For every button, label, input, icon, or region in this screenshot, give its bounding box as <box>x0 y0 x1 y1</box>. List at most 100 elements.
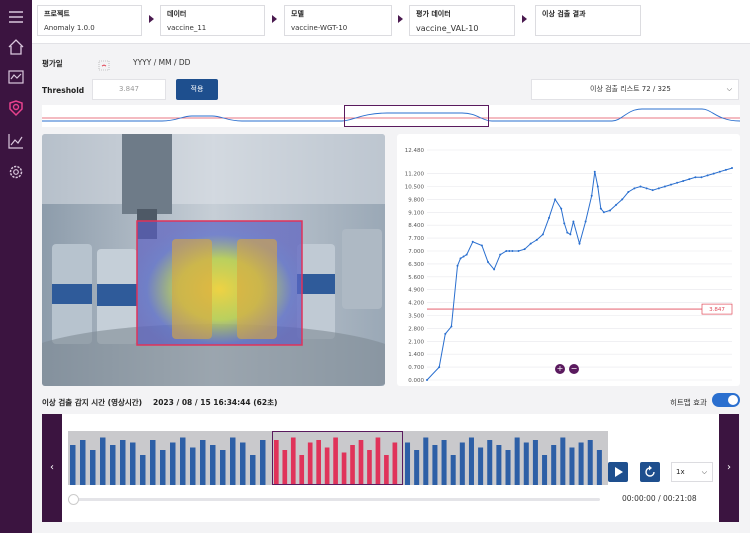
play-button[interactable] <box>608 462 628 482</box>
y-tick-label: 9.800 <box>408 197 424 203</box>
overview-selection[interactable] <box>344 105 489 127</box>
next-button[interactable]: › <box>719 414 739 522</box>
timeline-selection[interactable] <box>272 431 403 485</box>
timeline-bar[interactable] <box>392 442 398 486</box>
replay-button[interactable] <box>640 462 660 482</box>
timeline-bar[interactable] <box>459 442 465 486</box>
anomaly-list-select[interactable]: 이상 검출 리스트 72 / 325 ⌵ <box>531 79 739 100</box>
timeline-bar[interactable] <box>316 440 321 485</box>
timeline-bar[interactable] <box>160 450 166 485</box>
settings-icon[interactable] <box>7 163 25 181</box>
timeline-bar[interactable] <box>551 445 557 485</box>
breadcrumb-data[interactable]: 데이터 vaccine_11 <box>160 5 265 36</box>
timeline-bar[interactable] <box>150 440 156 485</box>
timeline-bar[interactable] <box>375 437 381 486</box>
timeline-bar[interactable] <box>282 450 288 485</box>
timeline-bars[interactable] <box>68 431 608 485</box>
timeline-bar[interactable] <box>478 447 484 486</box>
timeline-bar[interactable] <box>414 450 420 485</box>
home-icon[interactable] <box>7 38 25 56</box>
menu-icon[interactable] <box>7 8 25 26</box>
data-point <box>444 332 447 335</box>
timeline-bar[interactable] <box>560 437 566 486</box>
timeline-bar[interactable] <box>578 442 584 486</box>
timeline-bar[interactable] <box>358 440 364 485</box>
timeline-bar[interactable] <box>569 447 575 486</box>
timeline-bar[interactable] <box>200 440 206 485</box>
seek-bar[interactable] <box>70 498 600 501</box>
data-point <box>596 185 599 188</box>
timeline-bar[interactable] <box>514 437 520 486</box>
timeline-bar[interactable] <box>341 452 347 486</box>
zoom-in-icon[interactable]: + <box>555 364 565 374</box>
anomaly-detection-icon[interactable] <box>7 99 25 117</box>
threshold-input[interactable]: 3.847 <box>92 79 166 100</box>
chevron-right-icon <box>272 15 277 23</box>
prev-button[interactable]: ‹ <box>42 414 62 522</box>
data-point <box>651 189 654 192</box>
timeline-bar[interactable] <box>274 440 279 485</box>
data-point <box>657 187 660 190</box>
timeline-bar[interactable] <box>505 450 511 485</box>
timeline-bar[interactable] <box>190 447 196 486</box>
breadcrumb-project[interactable]: 프로젝트 Anomaly 1.0.0 <box>37 5 142 36</box>
breadcrumb-result[interactable]: 이상 검출 결과 <box>535 5 641 36</box>
timeline-bar[interactable] <box>450 455 456 485</box>
timeline-bar[interactable] <box>523 442 529 486</box>
timeline-bar[interactable] <box>90 450 96 485</box>
timeline-bar[interactable] <box>333 437 338 486</box>
speed-select[interactable]: 1x ⌵ <box>671 462 713 482</box>
transform-icon[interactable] <box>7 68 25 86</box>
data-point <box>694 176 697 179</box>
data-point <box>499 253 502 256</box>
zoom-out-icon[interactable]: − <box>569 364 579 374</box>
timeline-bar[interactable] <box>250 455 256 485</box>
analytics-icon[interactable] <box>7 132 25 150</box>
timeline-bar[interactable] <box>299 455 305 485</box>
timeline-bar[interactable] <box>324 447 330 486</box>
timeline-bar[interactable] <box>468 437 474 486</box>
timeline-bar[interactable] <box>532 440 538 485</box>
timeline-bar[interactable] <box>441 440 447 485</box>
timeline-bar[interactable] <box>170 442 176 486</box>
timeline-bar[interactable] <box>220 450 226 485</box>
seek-handle[interactable] <box>68 494 79 505</box>
timeline-bar[interactable] <box>100 437 106 486</box>
date-input[interactable]: YYYY / MM / DD <box>133 58 191 67</box>
timeline-bar[interactable] <box>587 440 593 485</box>
timeline-bar[interactable] <box>120 440 126 485</box>
timeline-bar[interactable] <box>596 450 602 485</box>
timeline-bar[interactable] <box>405 442 411 486</box>
timeline-bar[interactable] <box>110 445 116 485</box>
timeline-bar[interactable] <box>542 455 548 485</box>
timeline-bar[interactable] <box>260 440 266 485</box>
timeline-bar[interactable] <box>210 445 216 485</box>
calendar-icon[interactable] <box>98 56 110 71</box>
timeline-bar[interactable] <box>487 440 493 485</box>
timeline-bar[interactable] <box>230 437 236 486</box>
timeline-bar[interactable] <box>307 442 313 486</box>
data-point <box>438 366 441 369</box>
timeline-bar[interactable] <box>80 440 86 485</box>
timeline-bar[interactable] <box>423 437 429 486</box>
y-tick-label: 6.300 <box>408 262 424 268</box>
timeline-bar[interactable] <box>384 455 389 485</box>
y-tick-label: 0.000 <box>408 378 424 384</box>
breadcrumb-eval-data[interactable]: 평가 데이터 vaccine_VAL-10 <box>409 5 515 36</box>
anomaly-score-chart: 0.000 0.700 1.400 2.100 2.800 3.500 4.200 4.900… <box>397 134 740 386</box>
timeline-bar[interactable] <box>180 437 186 486</box>
overview-strip[interactable] <box>42 105 741 127</box>
timeline-bar[interactable] <box>496 445 502 485</box>
timeline-bar[interactable] <box>140 455 146 485</box>
timeline-bar[interactable] <box>350 445 355 485</box>
heatmap-toggle[interactable] <box>712 393 740 407</box>
timeline-bar[interactable] <box>240 442 246 486</box>
breadcrumb-label: 평가 데이터 <box>416 10 451 18</box>
timeline-bar[interactable] <box>367 450 372 485</box>
timeline-bar[interactable] <box>130 442 136 486</box>
breadcrumb-model[interactable]: 모델 vaccine-WGT-10 <box>284 5 392 36</box>
timeline-bar[interactable] <box>70 445 76 485</box>
timeline-bar[interactable] <box>432 445 438 485</box>
timeline-bar[interactable] <box>290 437 296 486</box>
apply-button[interactable]: 적용 <box>176 79 218 100</box>
